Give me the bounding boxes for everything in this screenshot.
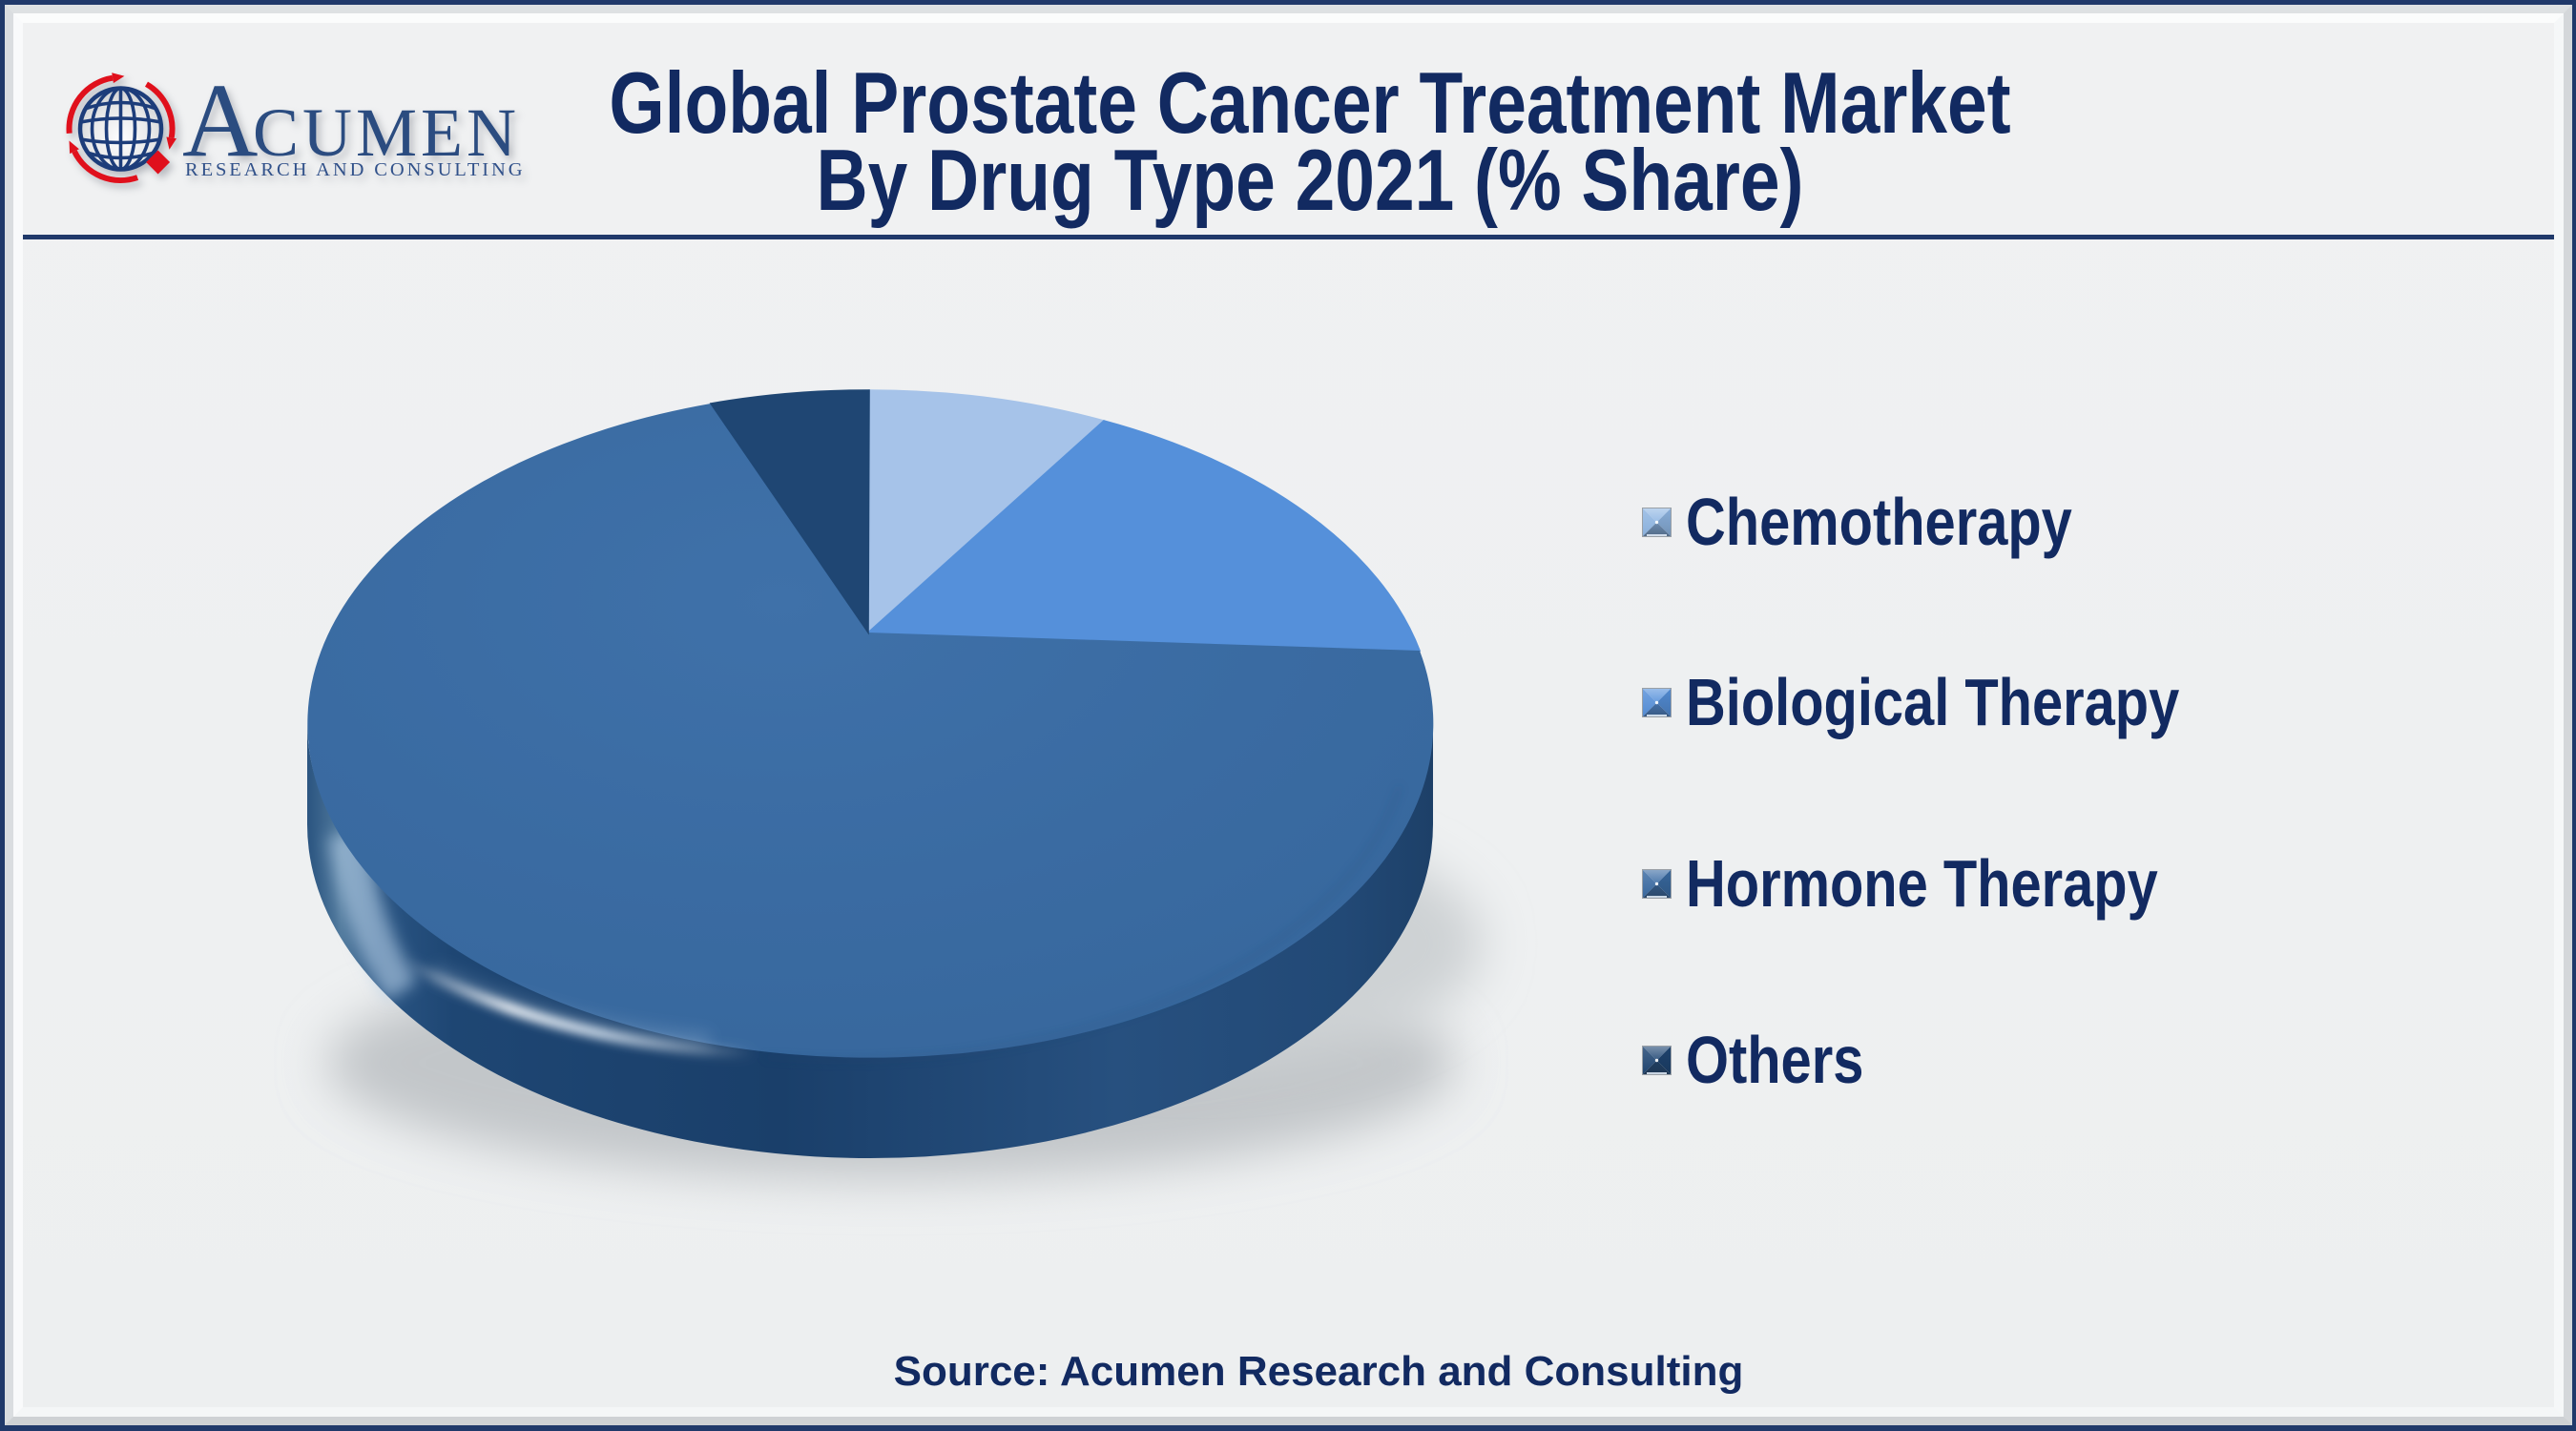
svg-text:RESEARCH AND CONSULTING: RESEARCH AND CONSULTING [185, 159, 525, 180]
svg-text:CUMEN: CUMEN [253, 94, 520, 171]
svg-text:A: A [182, 62, 258, 178]
